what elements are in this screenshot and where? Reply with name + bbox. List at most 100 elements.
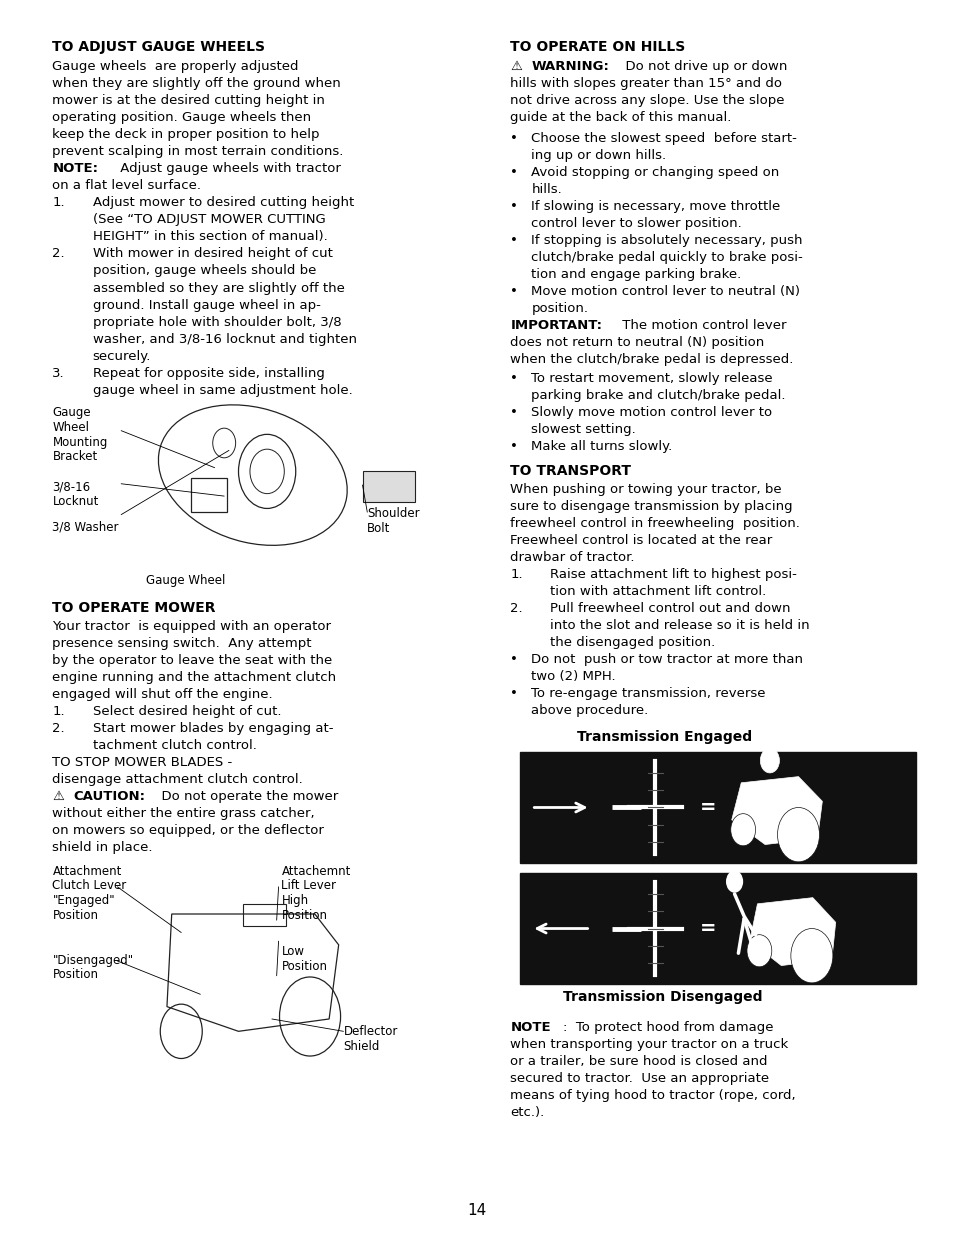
Text: 2.: 2. xyxy=(510,601,522,615)
Text: Position: Position xyxy=(281,960,327,973)
Text: Start mower blades by engaging at-: Start mower blades by engaging at- xyxy=(92,722,333,735)
Circle shape xyxy=(730,814,755,846)
Text: tachment clutch control.: tachment clutch control. xyxy=(92,739,256,752)
Text: ground. Install gauge wheel in ap-: ground. Install gauge wheel in ap- xyxy=(92,299,320,311)
Text: Wheel: Wheel xyxy=(52,421,90,433)
Text: the disengaged position.: the disengaged position. xyxy=(550,636,715,650)
Text: Locknut: Locknut xyxy=(52,495,99,508)
Text: Do not operate the mower: Do not operate the mower xyxy=(152,790,337,803)
Text: Do not drive up or down: Do not drive up or down xyxy=(617,61,787,73)
Text: disengage attachment clutch control.: disengage attachment clutch control. xyxy=(52,773,303,787)
Bar xyxy=(519,752,915,863)
Text: If stopping is absolutely necessary, push: If stopping is absolutely necessary, pus… xyxy=(531,233,802,247)
Text: presence sensing switch.  Any attempt: presence sensing switch. Any attempt xyxy=(52,637,312,650)
Text: Slowly move motion control lever to: Slowly move motion control lever to xyxy=(531,406,772,419)
Text: TO ADJUST GAUGE WHEELS: TO ADJUST GAUGE WHEELS xyxy=(52,40,265,53)
Text: NOTE:: NOTE: xyxy=(52,162,98,175)
Text: Shoulder: Shoulder xyxy=(367,508,419,520)
Text: securely.: securely. xyxy=(92,350,151,363)
Text: shield in place.: shield in place. xyxy=(52,841,152,855)
Text: Deflector: Deflector xyxy=(343,1025,397,1039)
Text: 2.: 2. xyxy=(52,247,65,261)
Text: Low: Low xyxy=(281,945,304,958)
Text: TO STOP MOWER BLADES -: TO STOP MOWER BLADES - xyxy=(52,756,233,769)
Text: TO TRANSPORT: TO TRANSPORT xyxy=(510,464,631,478)
Bar xyxy=(519,873,915,984)
Text: etc.).: etc.). xyxy=(510,1107,544,1119)
Text: To re-engage transmission, reverse: To re-engage transmission, reverse xyxy=(531,687,765,700)
Text: Clutch Lever: Clutch Lever xyxy=(52,879,127,893)
Text: Raise attachment lift to highest posi-: Raise attachment lift to highest posi- xyxy=(550,568,797,580)
Text: Move motion control lever to neutral (N): Move motion control lever to neutral (N) xyxy=(531,285,800,298)
Text: tion with attachment lift control.: tion with attachment lift control. xyxy=(550,585,766,598)
Text: clutch/brake pedal quickly to brake posi-: clutch/brake pedal quickly to brake posi… xyxy=(531,251,802,264)
Text: washer, and 3/8-16 locknut and tighten: washer, and 3/8-16 locknut and tighten xyxy=(92,332,356,346)
Text: 14: 14 xyxy=(467,1203,486,1218)
Circle shape xyxy=(777,808,819,862)
Text: Select desired height of cut.: Select desired height of cut. xyxy=(92,705,281,718)
Text: ⚠: ⚠ xyxy=(52,790,64,803)
Bar xyxy=(243,904,286,926)
Text: engine running and the attachment clutch: engine running and the attachment clutch xyxy=(52,671,336,684)
Text: when they are slightly off the ground when: when they are slightly off the ground wh… xyxy=(52,77,341,90)
Text: mower is at the desired cutting height in: mower is at the desired cutting height i… xyxy=(52,94,325,107)
Text: sure to disengage transmission by placing: sure to disengage transmission by placin… xyxy=(510,500,792,513)
Text: when transporting your tractor on a truck: when transporting your tractor on a truc… xyxy=(510,1037,788,1051)
Text: (See “TO ADJUST MOWER CUTTING: (See “TO ADJUST MOWER CUTTING xyxy=(92,214,325,226)
Circle shape xyxy=(760,748,779,773)
Text: 3/8-16: 3/8-16 xyxy=(52,480,91,493)
Text: Make all turns slowly.: Make all turns slowly. xyxy=(531,440,672,453)
Circle shape xyxy=(790,929,832,983)
Text: To restart movement, slowly release: To restart movement, slowly release xyxy=(531,372,772,385)
Text: does not return to neutral (N) position: does not return to neutral (N) position xyxy=(510,336,764,350)
Text: •: • xyxy=(510,200,517,212)
Polygon shape xyxy=(749,898,835,966)
Polygon shape xyxy=(731,777,821,845)
Text: Pull freewheel control out and down: Pull freewheel control out and down xyxy=(550,601,790,615)
Text: :  To protect hood from damage: : To protect hood from damage xyxy=(562,1021,773,1034)
Text: TO OPERATE MOWER: TO OPERATE MOWER xyxy=(52,601,215,615)
Text: tion and engage parking brake.: tion and engage parking brake. xyxy=(531,268,740,280)
Text: ⚠: ⚠ xyxy=(510,61,521,73)
Text: HEIGHT” in this section of manual).: HEIGHT” in this section of manual). xyxy=(92,231,327,243)
Text: on a flat level surface.: on a flat level surface. xyxy=(52,179,201,193)
Text: assembled so they are slightly off the: assembled so they are slightly off the xyxy=(92,282,344,294)
Text: freewheel control in freewheeling  position.: freewheel control in freewheeling positi… xyxy=(510,516,800,530)
Text: hills with slopes greater than 15° and do: hills with slopes greater than 15° and d… xyxy=(510,77,781,90)
Text: when the clutch/brake pedal is depressed.: when the clutch/brake pedal is depressed… xyxy=(510,353,793,366)
Text: prevent scalping in most terrain conditions.: prevent scalping in most terrain conditi… xyxy=(52,146,343,158)
Text: Position: Position xyxy=(281,909,327,923)
Text: Choose the slowest speed  before start-: Choose the slowest speed before start- xyxy=(531,132,797,144)
Text: Transmission Engaged: Transmission Engaged xyxy=(577,730,752,743)
Text: 1.: 1. xyxy=(52,705,65,718)
Text: =: = xyxy=(699,919,716,939)
Text: parking brake and clutch/brake pedal.: parking brake and clutch/brake pedal. xyxy=(531,389,785,401)
Text: The motion control lever: The motion control lever xyxy=(618,319,786,332)
Text: "Engaged": "Engaged" xyxy=(52,894,115,908)
Text: Do not  push or tow tractor at more than: Do not push or tow tractor at more than xyxy=(531,653,802,666)
Text: Lift Lever: Lift Lever xyxy=(281,879,336,893)
Text: 3/8 Washer: 3/8 Washer xyxy=(52,521,119,534)
Text: into the slot and release so it is held in: into the slot and release so it is held … xyxy=(550,619,809,632)
Text: "Disengaged": "Disengaged" xyxy=(52,953,133,967)
Text: •: • xyxy=(510,687,517,700)
Text: •: • xyxy=(510,440,517,453)
Text: •: • xyxy=(510,406,517,419)
Text: •: • xyxy=(510,132,517,144)
Text: Adjust mower to desired cutting height: Adjust mower to desired cutting height xyxy=(92,196,354,209)
Text: Adjust gauge wheels with tractor: Adjust gauge wheels with tractor xyxy=(116,162,341,175)
Text: hills.: hills. xyxy=(531,183,561,195)
Text: If slowing is necessary, move throttle: If slowing is necessary, move throttle xyxy=(531,200,780,212)
Text: Attachemnt: Attachemnt xyxy=(281,864,351,878)
Text: control lever to slower position.: control lever to slower position. xyxy=(531,217,741,230)
Text: position, gauge wheels should be: position, gauge wheels should be xyxy=(92,264,315,278)
Text: Position: Position xyxy=(52,968,98,982)
Text: Avoid stopping or changing speed on: Avoid stopping or changing speed on xyxy=(531,165,779,179)
Bar xyxy=(362,472,415,503)
Text: two (2) MPH.: two (2) MPH. xyxy=(531,671,616,683)
Text: •: • xyxy=(510,285,517,298)
Text: High: High xyxy=(281,894,308,908)
Text: slowest setting.: slowest setting. xyxy=(531,424,636,436)
Text: Repeat for opposite side, installing: Repeat for opposite side, installing xyxy=(92,367,324,379)
Text: CAUTION:: CAUTION: xyxy=(73,790,145,803)
